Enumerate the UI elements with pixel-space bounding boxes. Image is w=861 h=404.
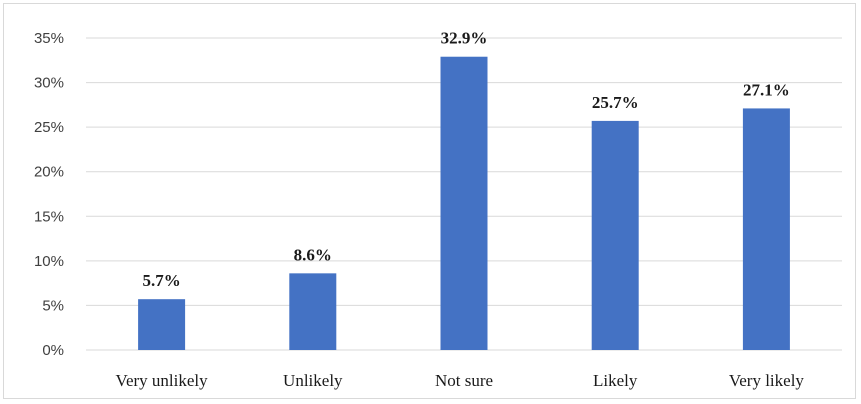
y-tick-label: 0% [42, 342, 64, 359]
y-tick-label: 5% [42, 297, 64, 314]
category-label: Not sure [435, 371, 493, 390]
data-label: 5.7% [142, 271, 180, 290]
bar [440, 56, 488, 350]
y-tick-label: 10% [34, 253, 64, 270]
bars [138, 56, 790, 351]
y-tick-label: 20% [34, 164, 64, 181]
bar [742, 108, 790, 351]
y-tick-label: 30% [34, 75, 64, 92]
bar [289, 273, 337, 350]
x-axis-category-labels: Very unlikely Unlikely Not sure Likely Very … [116, 371, 805, 390]
data-label: 8.6% [294, 245, 332, 264]
y-tick-label: 35% [34, 30, 64, 47]
y-tick-label: 25% [34, 119, 64, 136]
category-label: Unlikely [283, 371, 343, 390]
bar [591, 120, 639, 350]
category-label: Likely [593, 371, 638, 390]
category-label: Very unlikely [116, 371, 209, 390]
data-label: 25.7% [592, 93, 639, 112]
data-labels: 5.7% 8.6% 32.9% 25.7% 27.1% [142, 29, 789, 290]
category-label: Very likely [729, 371, 805, 390]
bar [138, 299, 186, 350]
data-label: 32.9% [441, 29, 488, 48]
data-label: 27.1% [743, 80, 790, 99]
y-tick-label: 15% [34, 208, 64, 225]
y-axis-tick-labels: 0% 5% 10% 15% 20% 25% 30% 35% [34, 30, 64, 359]
